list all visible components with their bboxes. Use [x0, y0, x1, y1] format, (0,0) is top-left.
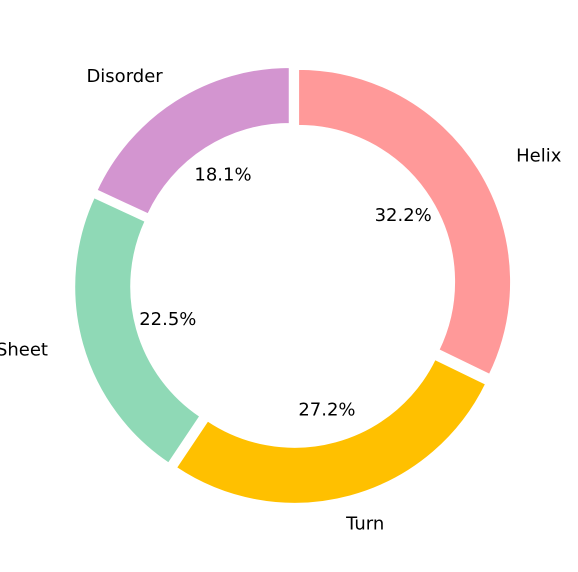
slice-label-disorder: Disorder: [86, 66, 163, 87]
slice-turn: [174, 357, 488, 505]
slice-percent-disorder: 18.1%: [194, 164, 251, 185]
donut-slices: [73, 65, 513, 505]
slice-helix: [297, 67, 513, 377]
slice-label-turn: Turn: [345, 514, 384, 535]
slice-percent-sheet: 22.5%: [139, 309, 196, 330]
slice-percent-turn: 27.2%: [298, 399, 355, 420]
slice-label-sheet: Sheet: [0, 339, 48, 360]
slice-disorder: [95, 65, 291, 216]
slice-label-helix: Helix: [516, 146, 562, 167]
slice-percent-helix: 32.2%: [375, 205, 432, 226]
slice-sheet: [73, 195, 202, 465]
slice-percent-labels: 32.2% 27.2% 22.5% 18.1%: [139, 164, 432, 420]
slice-labels: Helix Turn Sheet Disorder: [0, 66, 562, 535]
